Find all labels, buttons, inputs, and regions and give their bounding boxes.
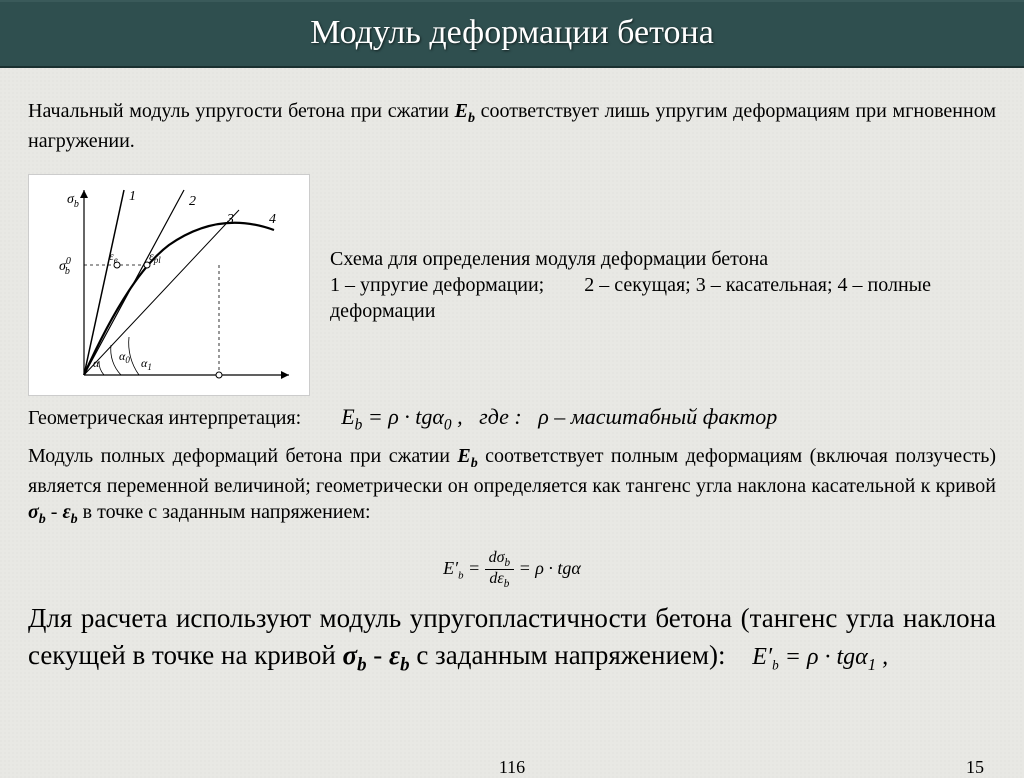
svg-text:4: 4 [269, 212, 276, 227]
equation-1: Eb = ρ · tgα0 , где : ρ – масштабный фак… [341, 404, 777, 434]
big-sigma-sub: b [357, 654, 366, 675]
geo-sigma: σ [28, 501, 39, 523]
equation-3: E′b = ρ · tgα1 , [752, 644, 888, 670]
intro-symbol: E [455, 100, 468, 122]
geo-paragraph: Модуль полных деформаций бетона при сжат… [28, 443, 996, 529]
caption-line-a: Схема для определения модуля деформации … [330, 246, 996, 272]
intro-text-a: Начальный модуль упругости бетона при сж… [28, 100, 455, 122]
svg-text:σ0b: σ0b [59, 256, 71, 277]
intro-paragraph: Начальный модуль упругости бетона при сж… [28, 98, 996, 154]
big-dash: - [367, 640, 390, 670]
svg-text:εe: εe [109, 249, 118, 265]
slide-number: 15 [966, 757, 984, 778]
big-eps: ε [389, 640, 400, 670]
page-number: 116 [499, 757, 525, 778]
big-paragraph: Для расчета используют модуль упругоплас… [28, 600, 996, 677]
svg-text:σb: σb [67, 192, 79, 210]
geo-eps-sub: b [71, 512, 78, 527]
svg-text:2: 2 [189, 194, 196, 209]
svg-text:εpl: εpl [149, 249, 161, 265]
geo-c: в точке с заданным напряжением: [78, 501, 371, 523]
slide-content: Начальный модуль упругости бетона при сж… [0, 68, 1024, 678]
diagram: 1 2 3 4 σb σ0b εe [28, 174, 310, 396]
geo-sym: E [457, 445, 470, 467]
geo-label: Геометрическая интерпретация: [28, 407, 301, 430]
geo-eps: ε [62, 501, 70, 523]
big-b: с заданным напряжением): [410, 640, 726, 670]
slide-title: Модуль деформации бетона [0, 0, 1024, 68]
geo-sigma-sub: b [39, 512, 46, 527]
big-sigma: σ [343, 640, 358, 670]
equation-2: E′b = dσb dεb = ρ · tgα [28, 549, 996, 590]
diagram-row: 1 2 3 4 σb σ0b εe [28, 174, 996, 396]
big-eps-sub: b [400, 654, 409, 675]
caption-line-b: 1 – упругие деформации; 2 – секущая; 3 –… [330, 272, 996, 324]
svg-text:1: 1 [129, 189, 136, 204]
svg-text:α1: α1 [141, 356, 152, 372]
geo-sub: b [471, 456, 478, 471]
diagram-caption: Схема для определения модуля деформации … [330, 246, 996, 324]
svg-text:3: 3 [226, 212, 234, 227]
geo-dash: - [46, 501, 63, 523]
geo-a: Модуль полных деформаций бетона при сжат… [28, 445, 457, 467]
intro-subscript: b [468, 111, 475, 126]
formula-row-1: Геометрическая интерпретация: Eb = ρ · t… [28, 404, 996, 434]
svg-text:α0: α0 [119, 349, 130, 365]
svg-text:α: α [93, 356, 100, 370]
